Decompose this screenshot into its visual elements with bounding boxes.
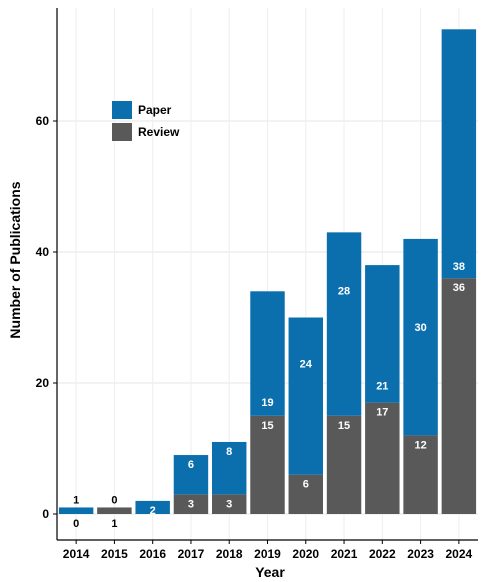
bar-review	[326, 415, 362, 514]
y-axis-title: Number of Publications	[7, 181, 23, 338]
bar-paper	[135, 500, 170, 514]
legend-swatch-paper	[112, 101, 132, 119]
data-label-review: 3	[226, 498, 232, 510]
x-tick-label: 2022	[369, 547, 396, 561]
x-tick-label: 2020	[292, 547, 319, 561]
data-label-paper: 38	[453, 261, 465, 273]
bar-paper	[365, 265, 400, 403]
data-label-paper: 21	[376, 381, 388, 393]
legend: Paper Review	[112, 101, 180, 141]
x-tick-label: 2014	[63, 547, 90, 561]
x-axis-title: Year	[255, 564, 285, 580]
bar-paper	[403, 238, 438, 436]
bar-review	[365, 402, 400, 514]
data-label-review: 36	[453, 282, 465, 294]
data-label-paper: 0	[111, 494, 117, 506]
bar-paper	[250, 291, 285, 416]
data-label-paper: 1	[73, 494, 79, 506]
legend-label-paper: Paper	[138, 103, 172, 117]
data-label-review: 3	[188, 498, 194, 510]
x-tick-label: 2021	[331, 547, 358, 561]
data-label-review: 15	[261, 420, 273, 432]
data-label-paper: 2	[150, 505, 156, 517]
bar-review	[173, 494, 209, 514]
x-tick-label: 2023	[407, 547, 434, 561]
bars	[58, 29, 477, 514]
data-label-paper: 19	[261, 397, 273, 409]
bar-paper	[173, 455, 209, 495]
bar-paper	[212, 441, 247, 495]
data-label-paper: 24	[300, 359, 313, 371]
x-tick-label: 2024	[446, 547, 473, 561]
y-tick-label: 40	[36, 245, 50, 259]
data-label-review: 0	[73, 518, 79, 530]
bar-review	[250, 415, 285, 514]
data-label-paper: 6	[188, 459, 194, 471]
bar-review	[403, 435, 438, 514]
bar-review	[441, 278, 477, 514]
bar-review	[212, 494, 247, 514]
x-tick-label: 2015	[101, 547, 128, 561]
bar-paper	[58, 507, 94, 514]
bar-paper	[326, 232, 362, 416]
data-label-review: 6	[303, 479, 309, 491]
legend-swatch-review	[112, 123, 132, 141]
data-label-review: 12	[414, 439, 426, 451]
bar-review	[97, 507, 132, 514]
x-tick-label: 2019	[254, 547, 281, 561]
x-tick-label: 2018	[216, 547, 243, 561]
bar-paper	[288, 317, 323, 475]
data-label-paper: 8	[226, 446, 232, 458]
y-tick-label: 0	[42, 507, 49, 521]
data-label-paper: 30	[414, 322, 426, 334]
x-tick-label: 2017	[178, 547, 205, 561]
bar-review	[288, 474, 323, 514]
y-tick-label: 20	[36, 376, 50, 390]
data-label-review: 15	[338, 420, 350, 432]
bar-paper	[441, 29, 477, 279]
x-tick-label: 2016	[139, 547, 166, 561]
legend-label-review: Review	[138, 125, 180, 139]
y-tick-label: 60	[36, 114, 50, 128]
data-label-paper: 28	[338, 285, 350, 297]
data-label-review: 1	[111, 518, 117, 530]
data-label-review: 17	[376, 407, 388, 419]
